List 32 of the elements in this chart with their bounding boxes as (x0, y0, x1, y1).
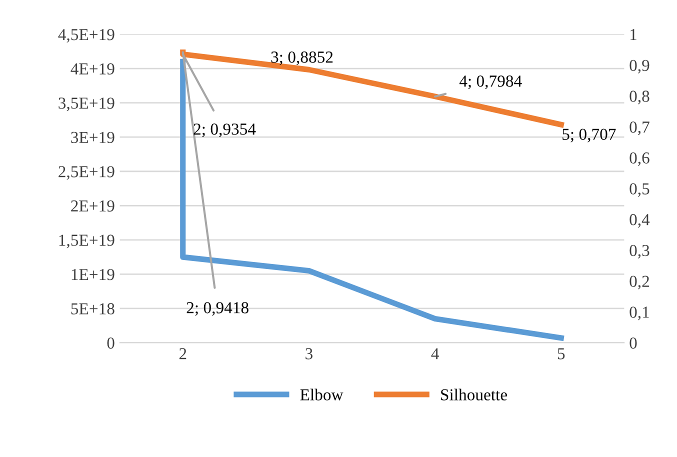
x-tick-label: 3 (306, 348, 312, 360)
y2-tick-label: 1 (630, 29, 636, 40)
y-tick-label: 1E+19 (72, 268, 114, 280)
y-tick-label: 5E+18 (71, 303, 114, 314)
x-tick-label: 4 (431, 348, 439, 360)
y-tick-label: 2E+19 (71, 200, 114, 212)
data-label: 3; 0,8852 (271, 52, 333, 66)
y2-tick-label: 0,7 (630, 122, 650, 136)
data-label: 4; 0,7984 (459, 76, 522, 90)
y-tick-label: 3E+19 (71, 132, 114, 144)
data-label: 2; 0,9418 (186, 302, 248, 316)
data-label: 2; 0,9354 (194, 124, 256, 138)
x-tick-label: 5 (558, 348, 565, 360)
y2-tick-label: 0,6 (630, 152, 650, 166)
y2-tick-label: 0,8 (630, 90, 650, 104)
legend-label: Silhouette (441, 388, 507, 400)
y2-tick-label: 0,1 (630, 306, 649, 320)
y2-tick-label: 0 (630, 337, 637, 349)
data-label: 5; 0,707 (562, 128, 616, 142)
y-tick-label: 1,5E+19 (59, 234, 114, 248)
y-tick-label: 4,5E+19 (58, 29, 114, 43)
y2-tick-label: 0,9 (630, 60, 650, 74)
y-tick-label: 3,5E+19 (58, 98, 114, 112)
y-tick-label: 0 (107, 337, 114, 349)
y-tick-label: 2,5E+19 (58, 166, 114, 180)
y2-tick-label: 0,2 (630, 276, 649, 290)
y2-tick-label: 0,5 (630, 183, 650, 197)
y2-tick-label: 0,3 (630, 244, 650, 259)
legend-label: Elbow (300, 388, 344, 400)
y2-tick-label: 0,4 (630, 214, 650, 228)
x-tick-label: 2 (179, 348, 186, 360)
y-tick-label: 4E+19 (70, 63, 114, 74)
